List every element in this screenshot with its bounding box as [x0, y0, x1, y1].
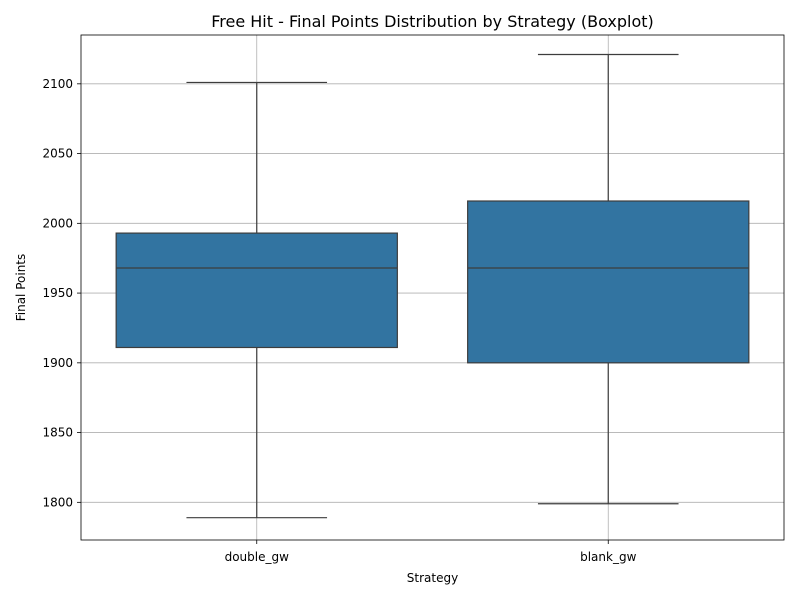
y-tick-label: 1850 [42, 426, 73, 440]
box-group-blank_gw [467, 53, 750, 505]
y-axis-label: Final Points [14, 254, 28, 322]
y-tick-label: 1800 [42, 495, 73, 509]
iqr-box [115, 232, 398, 349]
x-tick-label: double_gw [225, 550, 290, 564]
y-tick-label: 1950 [42, 286, 73, 300]
plot-frame [80, 34, 785, 541]
y-tick-label: 1900 [42, 356, 73, 370]
chart-title: Free Hit - Final Points Distribution by … [211, 12, 654, 31]
box-group-double_gw [115, 81, 398, 519]
y-tick-label: 2050 [42, 147, 73, 161]
iqr-box [467, 200, 750, 364]
box-layer [115, 53, 750, 519]
tick-layer: 1800 1850 1900 1950 2000 2050 2100 double_gw bla… [42, 77, 636, 564]
x-tick-label: blank_gw [580, 550, 636, 564]
y-tick-label: 2000 [42, 216, 73, 230]
y-tick-label: 2100 [42, 77, 73, 91]
x-axis-label: Strategy [407, 571, 458, 585]
